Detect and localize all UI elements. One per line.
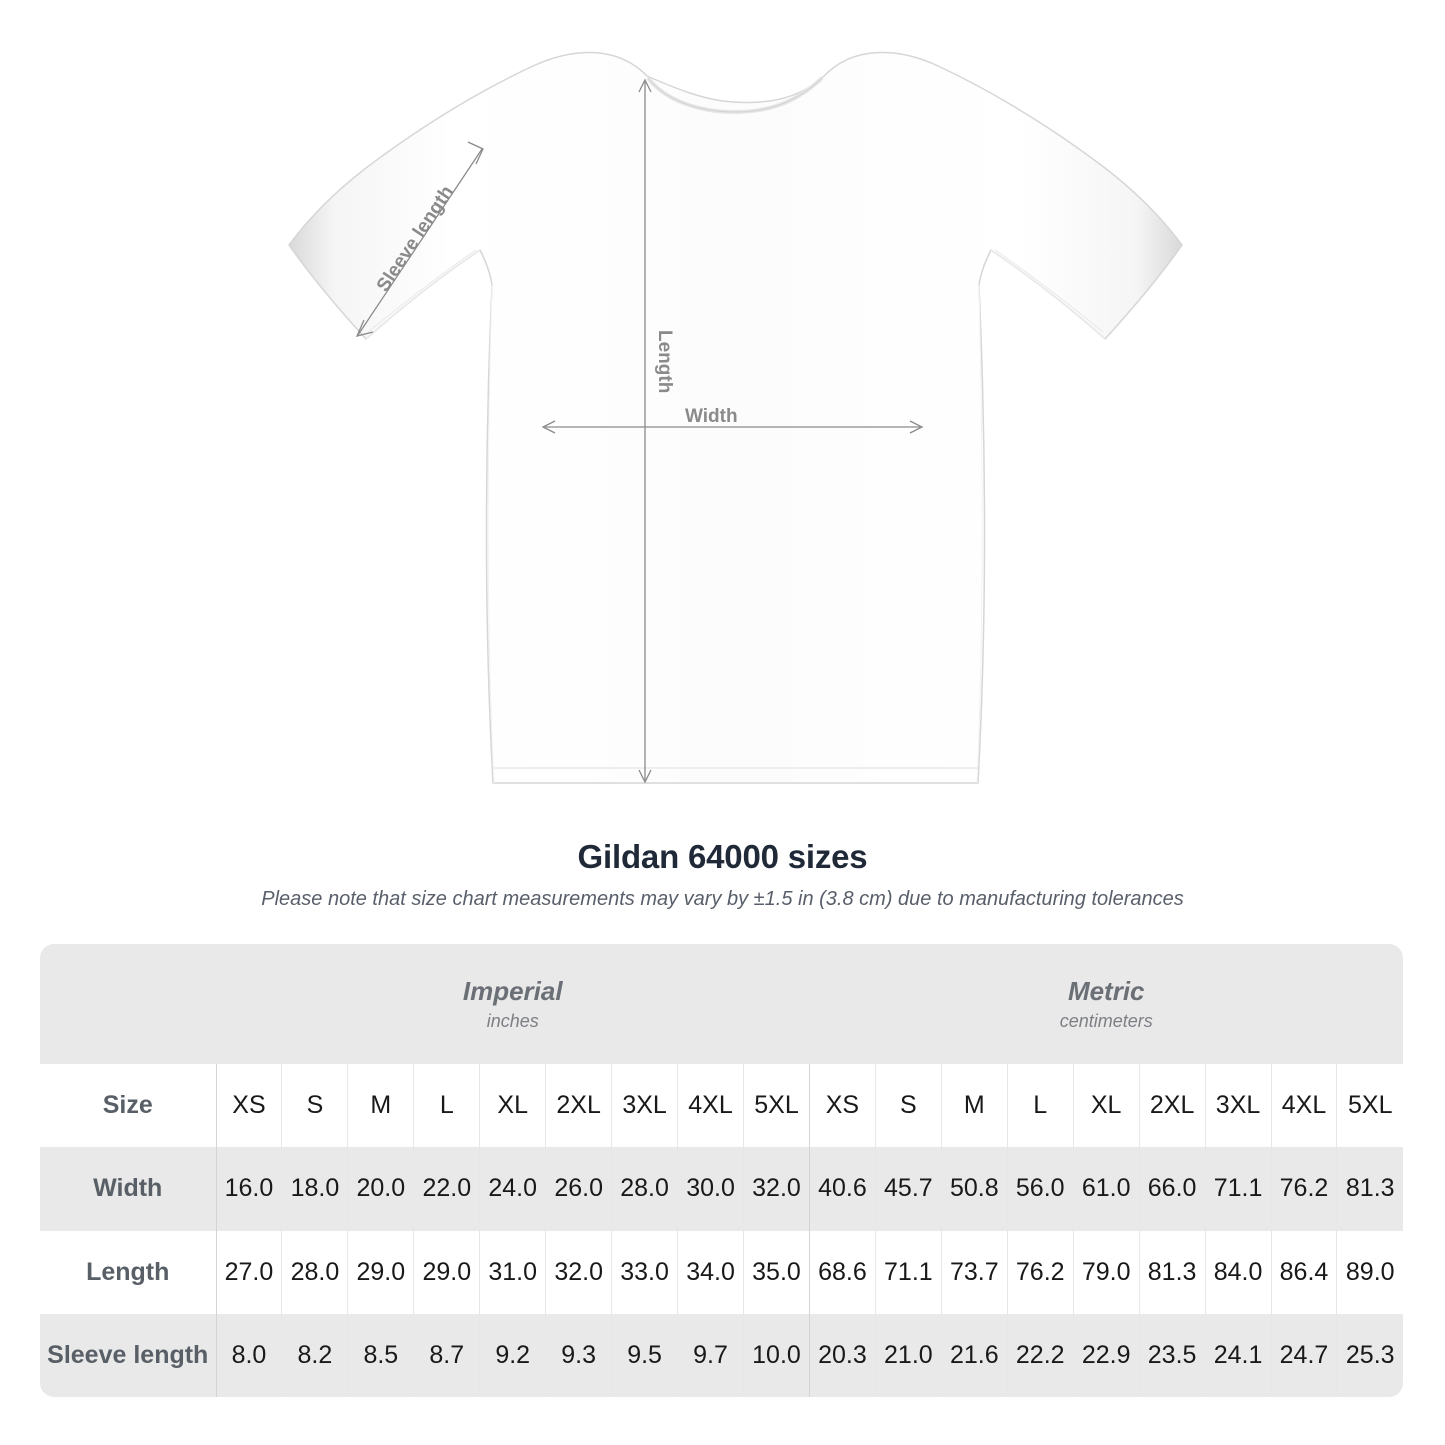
svg-text:Width: Width bbox=[685, 406, 738, 427]
svg-text:Length: Length bbox=[654, 330, 675, 393]
